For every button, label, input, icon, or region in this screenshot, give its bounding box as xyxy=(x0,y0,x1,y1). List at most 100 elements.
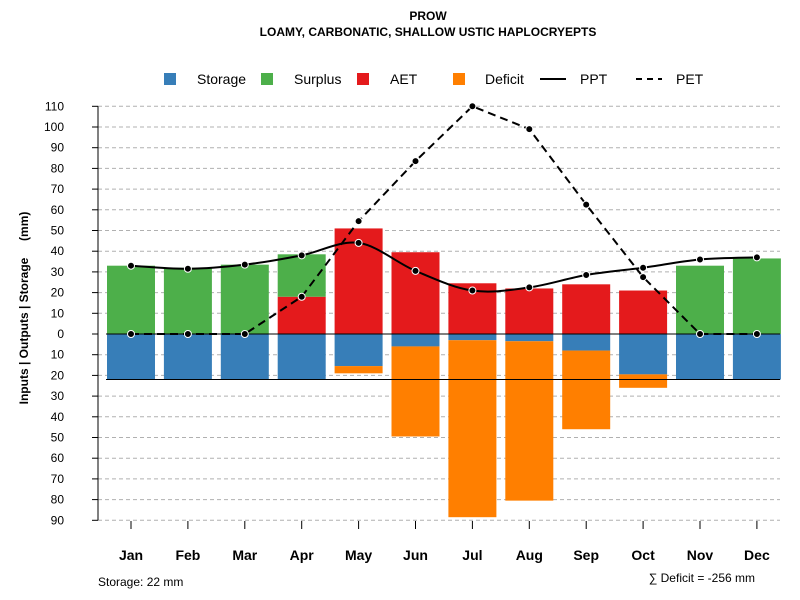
aet-bar xyxy=(619,290,668,334)
deficit-bar xyxy=(448,340,497,518)
x-tick-label: Jan xyxy=(119,547,143,563)
storage-bar xyxy=(619,334,668,375)
storage-bar xyxy=(676,334,724,380)
y-tick-label: 80 xyxy=(51,493,65,507)
legend-label-ppt: PPT xyxy=(580,71,608,87)
ppt-point xyxy=(240,260,249,269)
legend-swatch-storage xyxy=(164,73,176,85)
pet-point xyxy=(696,330,704,338)
storage-bar xyxy=(220,334,269,380)
ppt-point xyxy=(525,283,534,292)
pet-line xyxy=(131,105,757,335)
y-tick-label: 40 xyxy=(51,244,65,258)
storage-bar xyxy=(107,334,155,380)
pet-point xyxy=(127,330,135,338)
ppt-point xyxy=(468,286,477,295)
axes: 0 10 20 30 40 50 60 70 80 90 100 110 10 20 30 40 50 60 70 8… xyxy=(44,99,770,563)
ppt-point xyxy=(127,261,135,270)
legend-label-surplus: Surplus xyxy=(294,71,341,87)
y-tick-label: 90 xyxy=(51,513,65,527)
bars xyxy=(107,228,781,518)
deficit-note: ∑ Deficit = -256 mm xyxy=(649,571,755,585)
y-tick-label: 60 xyxy=(51,451,65,465)
pet-point xyxy=(525,125,534,134)
surplus-bar xyxy=(676,265,724,334)
legend-label-pet: PET xyxy=(676,71,704,87)
pet-point xyxy=(639,273,648,282)
chart-subtitle: LOAMY, CARBONATIC, SHALLOW USTIC HAPLOCR… xyxy=(260,25,597,39)
ppt-point xyxy=(639,263,648,272)
deficit-bar xyxy=(505,341,554,501)
pet-point xyxy=(183,330,192,338)
surplus-bar xyxy=(107,265,155,334)
storage-bar xyxy=(448,334,497,341)
y-tick-label: 100 xyxy=(44,120,64,134)
y-tick-label: 20 xyxy=(51,286,65,300)
y-tick-label: 60 xyxy=(51,203,65,217)
y-tick-label: 0 xyxy=(57,327,64,341)
x-tick-label: Sep xyxy=(573,547,599,563)
aet-bar xyxy=(505,288,554,334)
ppt-point xyxy=(582,271,591,280)
y-tick-label: 20 xyxy=(51,368,65,382)
pet-point xyxy=(752,330,761,338)
pet-point xyxy=(354,217,363,226)
ppt-point xyxy=(354,238,363,247)
x-tick-label: Dec xyxy=(744,547,770,563)
legend-swatch-aet xyxy=(357,73,369,85)
legend: Storage Surplus AET Deficit PPT PET xyxy=(164,71,704,87)
x-tick-label: Aug xyxy=(516,547,543,563)
y-tick-label: 30 xyxy=(51,389,65,403)
y-tick-label: 40 xyxy=(51,410,65,424)
storage-bar xyxy=(732,334,781,380)
deficit-bar xyxy=(334,366,383,374)
pet-point xyxy=(582,200,591,209)
x-tick-label: Oct xyxy=(631,547,655,563)
y-tick-label: 70 xyxy=(51,182,65,196)
y-tick-label: 10 xyxy=(51,306,65,320)
x-tick-label: Apr xyxy=(290,547,315,563)
legend-swatch-deficit xyxy=(453,73,465,85)
storage-note: Storage: 22 mm xyxy=(98,575,183,589)
x-tick-label: Jun xyxy=(403,547,428,563)
storage-bar xyxy=(505,334,554,342)
x-tick-label: Mar xyxy=(232,547,257,563)
ppt-point xyxy=(411,266,420,275)
deficit-bar xyxy=(619,374,668,388)
pet-point xyxy=(240,330,249,338)
chart-title: PROW xyxy=(409,9,447,23)
storage-bar xyxy=(163,334,212,380)
storage-bar xyxy=(391,334,440,347)
storage-bar xyxy=(277,334,326,380)
x-tick-label: Feb xyxy=(175,547,200,563)
ppt-point xyxy=(297,251,306,260)
storage-bar xyxy=(334,334,383,367)
y-tick-label: 50 xyxy=(51,431,65,445)
y-tick-label: 50 xyxy=(51,224,65,238)
deficit-bar xyxy=(562,350,611,430)
ppt-point xyxy=(183,264,192,273)
x-tick-label: Jul xyxy=(462,547,482,563)
y-tick-label: 70 xyxy=(51,472,65,486)
aet-bar xyxy=(277,296,326,334)
pet-point xyxy=(468,102,477,111)
deficit-bar xyxy=(391,346,440,437)
x-tick-label: May xyxy=(345,547,372,563)
legend-label-aet: AET xyxy=(390,71,418,87)
aet-bar xyxy=(391,252,440,334)
y-tick-label: 110 xyxy=(45,99,64,113)
surplus-bar xyxy=(732,258,781,334)
legend-swatch-surplus xyxy=(261,73,273,85)
y-tick-label: 10 xyxy=(51,348,65,362)
x-tick-label: Nov xyxy=(687,547,714,563)
y-tick-label: 90 xyxy=(51,141,65,155)
ppt-point xyxy=(752,253,761,262)
lines xyxy=(106,102,780,381)
y-axis-label: Inputs | Outputs | Storage (mm) xyxy=(17,212,31,405)
y-tick-label: 30 xyxy=(51,265,65,279)
aet-bar xyxy=(562,284,611,334)
pet-point xyxy=(411,157,420,166)
storage-bar xyxy=(562,334,611,351)
legend-label-deficit: Deficit xyxy=(485,71,524,87)
pet-point xyxy=(297,292,306,301)
